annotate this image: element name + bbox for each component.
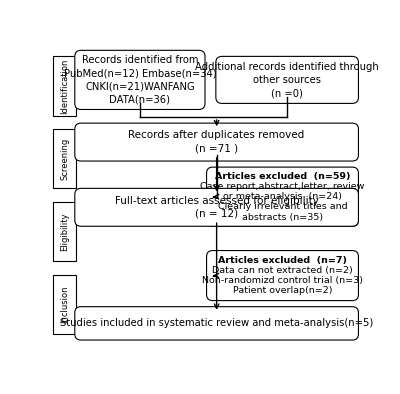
FancyBboxPatch shape [53,275,76,334]
FancyBboxPatch shape [53,202,76,261]
Text: Records identified from
PubMed(n=12) Embase(n=34)
CNKI(n=21)WANFANG
DATA(n=36): Records identified from PubMed(n=12) Emb… [64,55,216,105]
Text: Identification: Identification [60,58,69,113]
FancyBboxPatch shape [75,50,205,110]
FancyBboxPatch shape [216,56,358,103]
Text: Non-randomizd control trial (n=3): Non-randomizd control trial (n=3) [202,276,363,285]
Text: Full-text articles assessed for eligibility
(n = 12): Full-text articles assessed for eligibil… [115,196,318,219]
Text: Articles excluded  (n=7): Articles excluded (n=7) [218,256,347,265]
FancyBboxPatch shape [53,129,76,188]
Text: Data can not extracted (n=2): Data can not extracted (n=2) [212,266,353,275]
Text: Screening: Screening [60,138,69,180]
Text: Inclusion: Inclusion [60,286,69,323]
Text: Patient overlap(n=2): Patient overlap(n=2) [233,286,332,296]
Text: Case report,abstract,letter, review: Case report,abstract,letter, review [200,182,365,191]
Text: Additional records identified through
other sources
(n =0): Additional records identified through ot… [195,62,379,98]
FancyBboxPatch shape [53,56,76,115]
FancyBboxPatch shape [75,307,358,340]
Text: or meta-analysis  (n=24): or meta-analysis (n=24) [223,192,342,201]
FancyBboxPatch shape [75,123,358,161]
Text: abstracts (n=35): abstracts (n=35) [242,212,323,221]
Text: Records after duplicates removed
(n =71 ): Records after duplicates removed (n =71 … [128,130,305,154]
FancyBboxPatch shape [75,188,358,226]
Text: Clearly irrelevant titles and: Clearly irrelevant titles and [218,203,347,211]
FancyBboxPatch shape [206,251,358,301]
Text: Studies included in systematic review and meta-analysis(n=5): Studies included in systematic review an… [60,318,373,328]
Text: Eligibility: Eligibility [60,212,69,251]
FancyBboxPatch shape [206,167,358,226]
Text: Articles excluded  (n=59): Articles excluded (n=59) [215,172,350,181]
